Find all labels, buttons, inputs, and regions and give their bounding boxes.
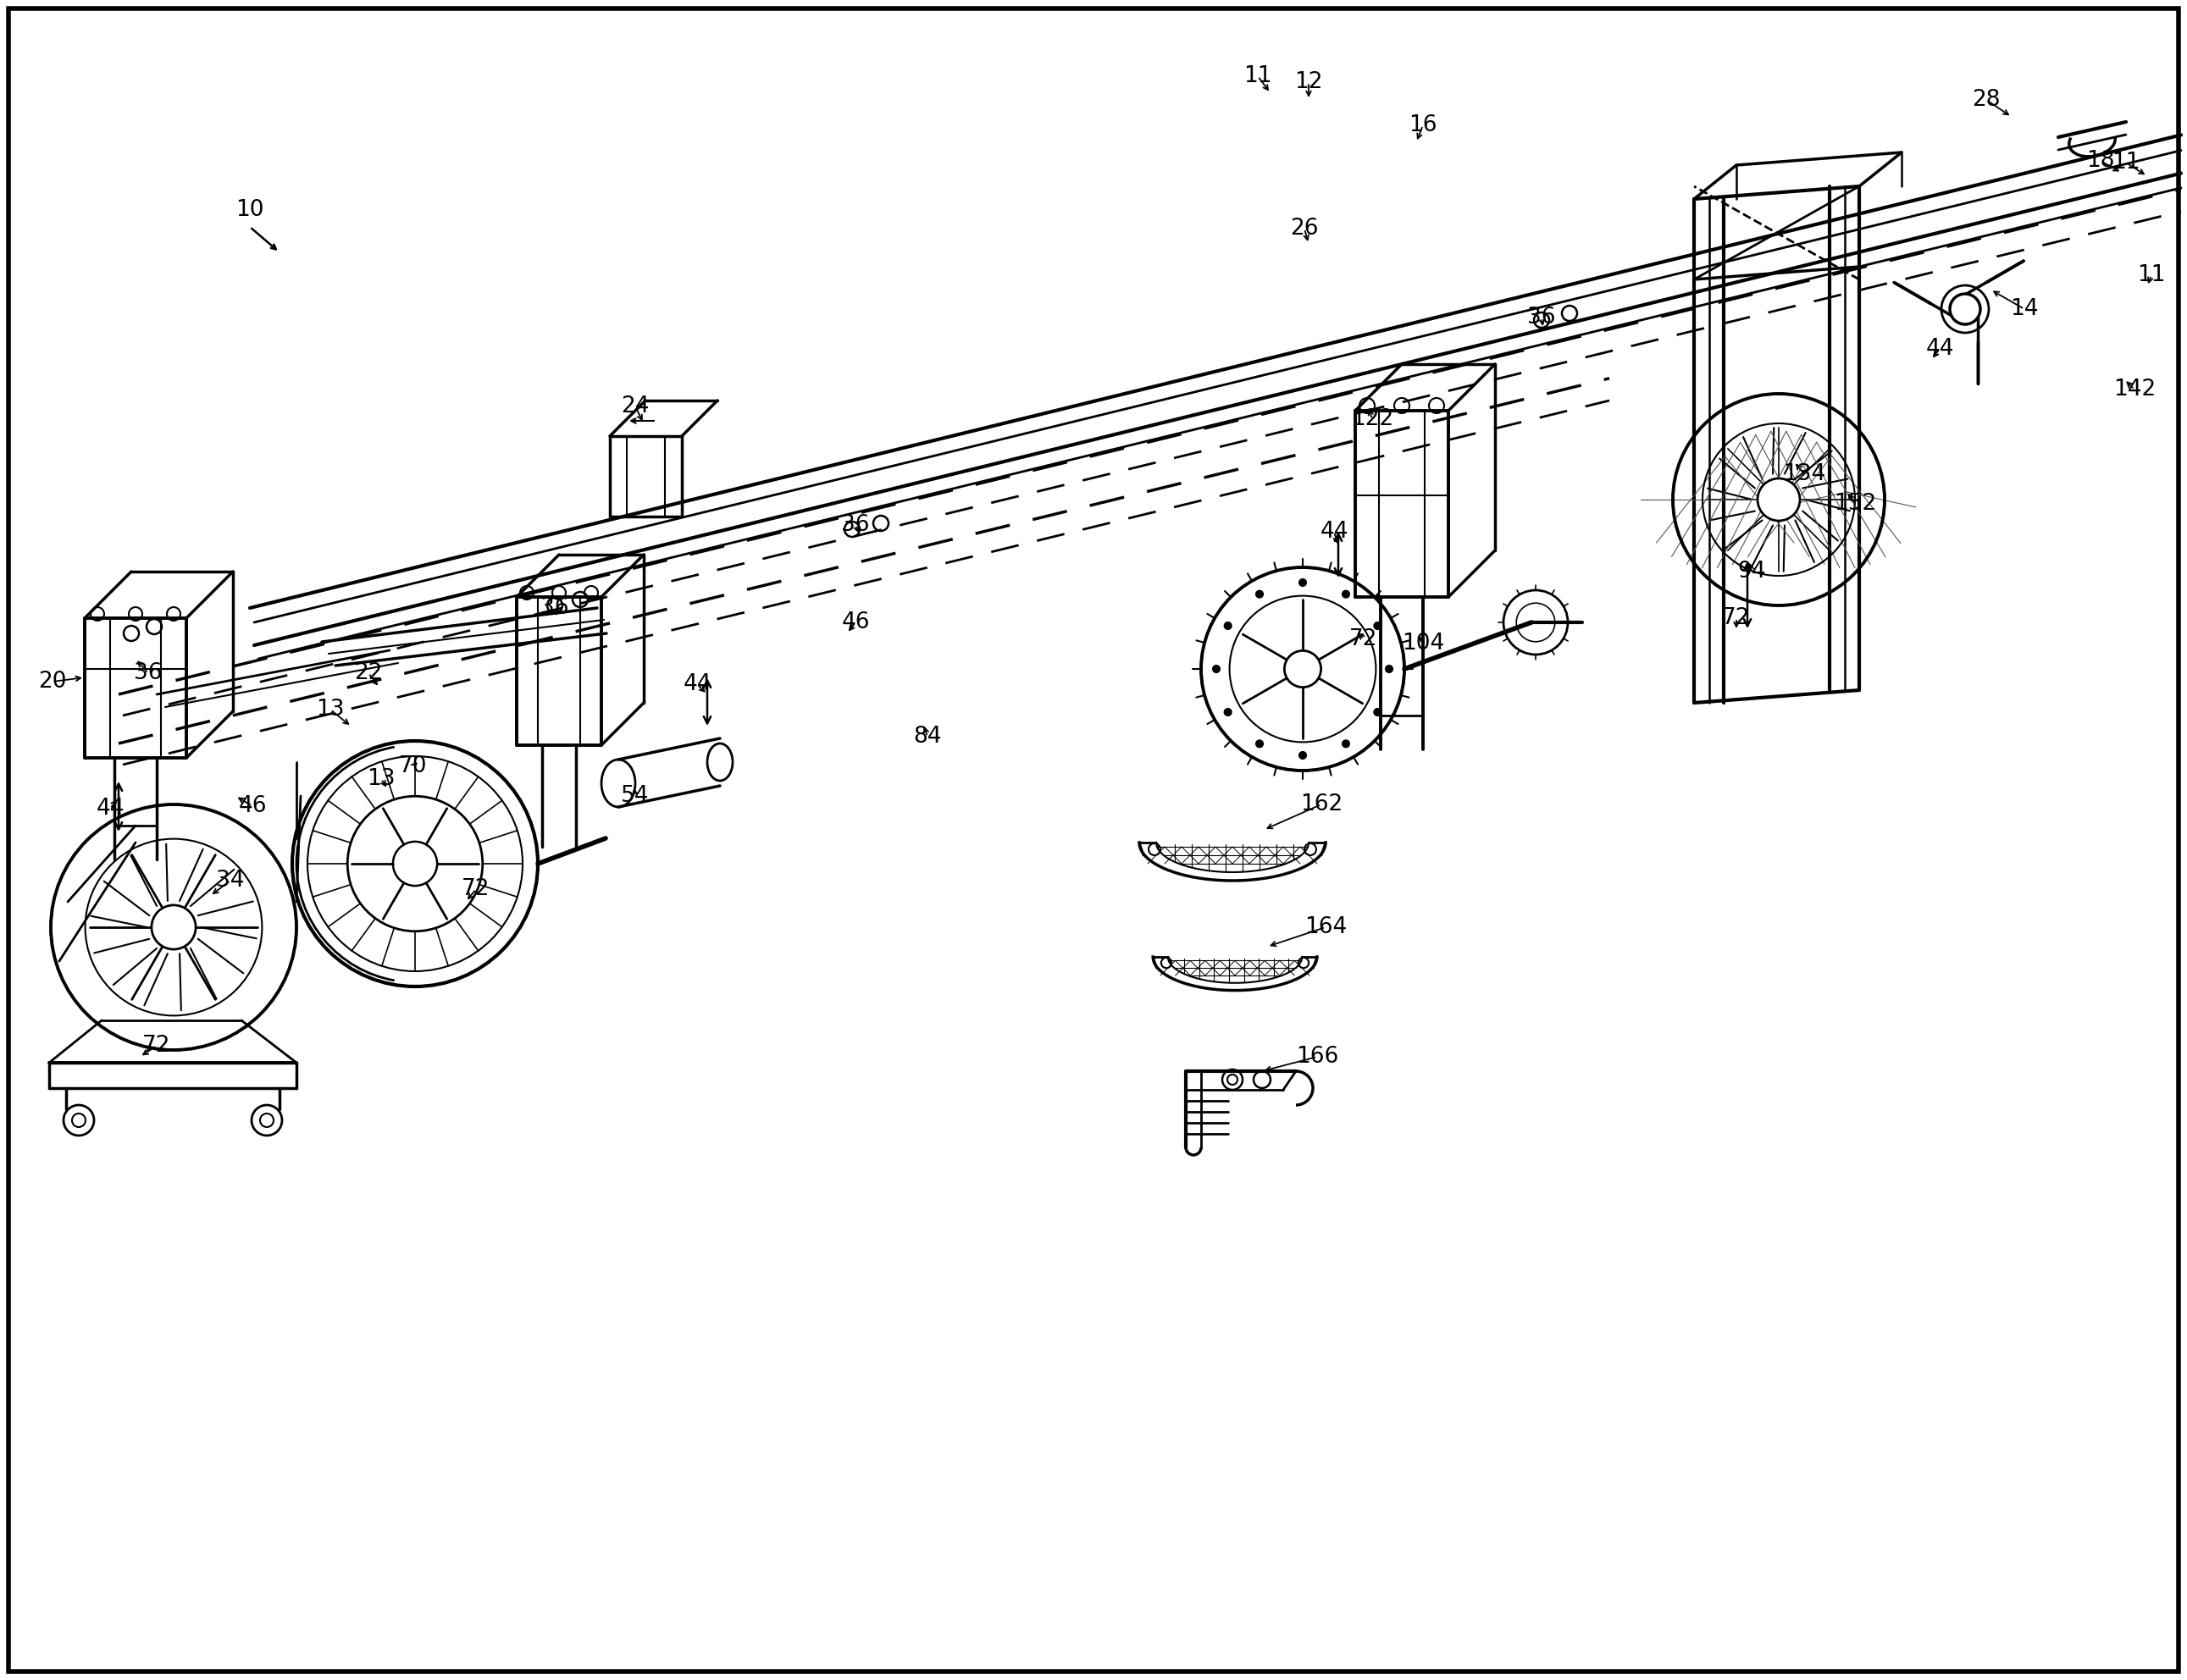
- Text: 70: 70: [400, 756, 426, 778]
- Text: 16: 16: [1408, 114, 1437, 136]
- Circle shape: [1299, 753, 1306, 759]
- Text: 44: 44: [96, 798, 125, 820]
- Text: 14: 14: [2010, 297, 2038, 321]
- Circle shape: [1343, 591, 1349, 598]
- Text: 11: 11: [2113, 151, 2141, 173]
- Text: 72: 72: [461, 879, 490, 900]
- Circle shape: [1343, 741, 1349, 748]
- Text: 46: 46: [842, 612, 870, 633]
- Text: 22: 22: [354, 662, 383, 684]
- Text: 34: 34: [217, 870, 245, 892]
- Circle shape: [1214, 665, 1220, 672]
- Text: 44: 44: [1321, 521, 1347, 543]
- Text: 84: 84: [914, 726, 943, 748]
- Text: 13: 13: [367, 768, 396, 790]
- Circle shape: [1387, 665, 1393, 672]
- Text: 142: 142: [2113, 378, 2156, 400]
- Text: 12: 12: [1295, 71, 1323, 92]
- Circle shape: [151, 906, 197, 949]
- Circle shape: [1255, 741, 1262, 748]
- Text: 44: 44: [682, 674, 711, 696]
- Text: 11: 11: [1244, 66, 1273, 87]
- Text: 166: 166: [1297, 1045, 1338, 1068]
- Circle shape: [1225, 622, 1231, 628]
- Text: 72: 72: [142, 1035, 171, 1057]
- Text: 46: 46: [238, 795, 267, 816]
- Text: 11: 11: [2137, 264, 2165, 286]
- Text: 24: 24: [621, 395, 650, 417]
- Text: 164: 164: [1303, 916, 1347, 937]
- Circle shape: [1255, 591, 1262, 598]
- Text: 54: 54: [621, 785, 650, 806]
- Circle shape: [1299, 580, 1306, 586]
- Text: 36: 36: [1527, 306, 1555, 329]
- Text: 36: 36: [133, 662, 162, 684]
- Text: 94: 94: [1736, 561, 1765, 583]
- Text: 152: 152: [1833, 492, 1876, 514]
- Text: 72: 72: [1721, 606, 1750, 628]
- Text: 18: 18: [2086, 150, 2115, 171]
- Circle shape: [1225, 709, 1231, 716]
- Text: 122: 122: [1352, 408, 1393, 430]
- Text: 72: 72: [1349, 628, 1378, 650]
- Text: 36: 36: [842, 514, 870, 536]
- Text: 36: 36: [540, 596, 569, 618]
- Text: 162: 162: [1299, 793, 1343, 815]
- Text: 28: 28: [1973, 89, 2001, 111]
- Text: 26: 26: [1290, 218, 1319, 240]
- Text: 104: 104: [1402, 633, 1443, 655]
- Circle shape: [1758, 479, 1800, 521]
- Text: 134: 134: [1782, 464, 1826, 486]
- Circle shape: [1951, 294, 1979, 324]
- Circle shape: [1284, 650, 1321, 687]
- Circle shape: [1373, 709, 1380, 716]
- Text: 44: 44: [1925, 338, 1953, 360]
- Circle shape: [1373, 622, 1380, 628]
- Text: 20: 20: [39, 670, 66, 692]
- Text: 10: 10: [236, 198, 265, 222]
- Text: 13: 13: [317, 699, 346, 721]
